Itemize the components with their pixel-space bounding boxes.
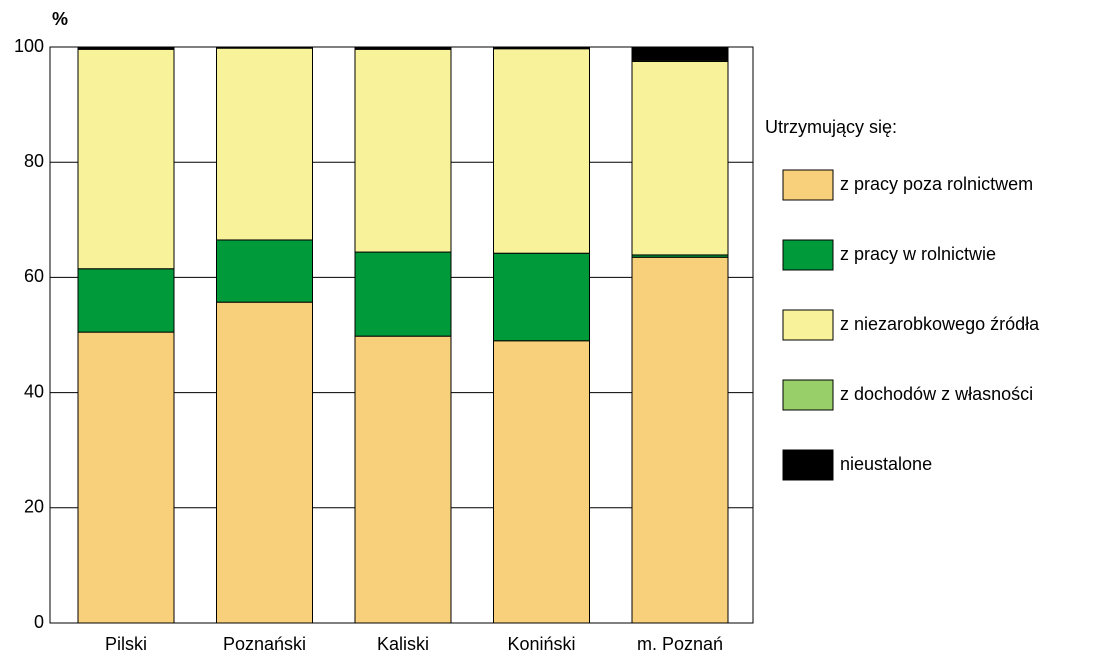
legend-swatch — [782, 379, 834, 411]
bar-segment — [631, 46, 729, 61]
bar-segment — [216, 47, 313, 241]
legend-swatch — [782, 449, 834, 481]
bar-segment — [493, 340, 590, 624]
bar-segment — [77, 48, 175, 270]
legend-label: z pracy poza rolnictwem — [840, 174, 1033, 194]
bar-segment — [354, 251, 452, 337]
x-tick-label: Koniński — [507, 634, 575, 654]
legend-label: nieustalone — [840, 454, 932, 474]
bar-segment — [354, 48, 452, 253]
y-tick-label: 20 — [24, 497, 44, 517]
y-axis-label: % — [52, 9, 68, 29]
y-tick-label: 60 — [24, 266, 44, 286]
bar-segment — [493, 46, 590, 50]
legend-label: z niezarobkowego źródła — [840, 314, 1040, 334]
legend-swatch — [782, 239, 834, 271]
bar-segment — [77, 268, 175, 333]
bar-segment — [493, 252, 590, 342]
x-tick-label: Poznański — [223, 634, 306, 654]
y-tick-label: 100 — [14, 36, 44, 56]
x-tick-label: Pilski — [105, 634, 147, 654]
bar-segment — [216, 301, 313, 624]
bar-segment — [216, 46, 313, 49]
bar-segment — [493, 48, 590, 254]
bar-segment — [354, 46, 452, 50]
bar-segment — [354, 335, 452, 624]
bar-segment — [77, 331, 175, 624]
bar-segment — [216, 239, 313, 303]
x-tick-label: Kaliski — [377, 634, 429, 654]
bar-segment — [631, 256, 729, 624]
legend-title: Utrzymujący się: — [765, 117, 897, 137]
bar-segment — [631, 60, 729, 256]
y-tick-label: 40 — [24, 381, 44, 401]
y-tick-label: 0 — [34, 612, 44, 632]
y-tick-label: 80 — [24, 151, 44, 171]
legend-swatch — [782, 309, 834, 341]
bar-segment — [77, 46, 175, 50]
legend-swatch — [782, 169, 834, 201]
legend-label: z pracy w rolnictwie — [840, 244, 996, 264]
x-tick-label: m. Poznań — [637, 634, 723, 654]
legend-label: z dochodów z własności — [840, 384, 1033, 404]
